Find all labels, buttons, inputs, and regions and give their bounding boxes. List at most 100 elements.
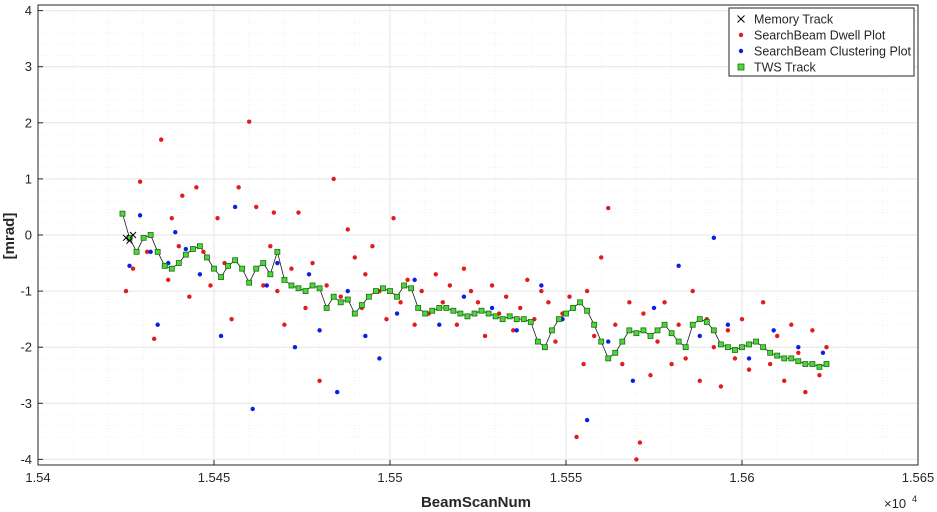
dwell-plot-point xyxy=(475,300,481,305)
y-tick-label: -1 xyxy=(20,284,32,299)
dwell-plot-point xyxy=(746,367,752,372)
tws-track-point xyxy=(239,265,246,272)
dwell-plot-point xyxy=(796,350,801,356)
tws-track-point xyxy=(760,344,767,351)
dwell-plot-point xyxy=(391,215,396,221)
dwell-plot-point xyxy=(627,300,632,305)
dwell-plot-point xyxy=(180,193,185,198)
dwell-plot-point xyxy=(169,215,174,221)
tws-track-point xyxy=(527,319,534,325)
clustering-plot-point xyxy=(345,288,350,294)
clustering-plot-point xyxy=(127,263,132,269)
tws-track-point xyxy=(612,349,619,356)
clustering-plot-point xyxy=(250,406,255,412)
dwell-plot-point xyxy=(803,389,808,395)
legend-item: TWS Track xyxy=(737,61,817,75)
legend-marker-tws xyxy=(737,63,745,71)
clustering-plot-point xyxy=(335,389,340,395)
memory-track-stroke xyxy=(129,231,137,239)
dwell-plot-point xyxy=(503,294,509,299)
dwell-plot-point xyxy=(599,255,604,260)
dwell-plot-point xyxy=(194,185,199,190)
tws-track-point xyxy=(436,305,443,311)
legend-label: SearchBeam Dwell Plot xyxy=(754,29,886,43)
tws-track-point xyxy=(316,285,323,292)
tws-track-point xyxy=(457,310,464,317)
y-tick-label: -2 xyxy=(20,340,32,355)
tws-track-point xyxy=(246,279,253,286)
legend-label: TWS Track xyxy=(754,61,817,75)
tws-track-point xyxy=(816,363,823,370)
clustering-plot-point xyxy=(489,305,495,311)
legend-item: Memory Track xyxy=(737,13,834,27)
x-axis-label: BeamScanNum xyxy=(421,494,531,511)
dwell-plot-point xyxy=(482,333,488,339)
tws-track-point xyxy=(767,349,774,356)
clustering-plot-point xyxy=(306,272,312,277)
dwell-plot-point xyxy=(254,204,259,210)
clustering-plot-point xyxy=(148,249,153,255)
tws-track-point xyxy=(492,313,499,320)
tws-track-point xyxy=(295,285,302,292)
tws-track-point xyxy=(563,310,569,317)
dwell-plot-point xyxy=(711,344,717,350)
dwell-plot-point xyxy=(591,333,597,339)
tws-track-point xyxy=(556,316,562,323)
tws-track-point xyxy=(204,254,210,261)
y-axis-ticks: -4 -3 -2 -1 0 1 2 3 4 xyxy=(20,3,43,467)
y-tick-label: 1 xyxy=(25,171,32,186)
tws-track-point xyxy=(675,338,682,345)
tws-track-point xyxy=(795,358,802,365)
dwell-plot-point xyxy=(419,288,424,294)
clustering-plot-point xyxy=(796,344,801,350)
dwell-plot-point xyxy=(810,328,815,333)
x-axis-multiplier-base: ×10 xyxy=(884,496,906,511)
tws-track-point xyxy=(520,316,527,323)
clustering-plot-point xyxy=(711,235,717,241)
dwell-plot-point xyxy=(303,305,308,311)
dwell-plot-point xyxy=(782,378,787,384)
clustering-plot-point xyxy=(155,322,160,327)
dwell-plot-point xyxy=(201,249,206,255)
dwell-plot-point xyxy=(613,322,618,327)
tws-track-point xyxy=(577,299,583,306)
tws-track-point xyxy=(626,327,633,334)
dwell-plot-point xyxy=(215,215,220,221)
tws-track-point xyxy=(689,321,696,328)
clustering-plot-point xyxy=(725,322,731,327)
tws-track-point xyxy=(499,316,506,323)
clustering-plot-point xyxy=(377,356,382,361)
clustering-plot-point xyxy=(137,213,143,218)
dwell-plot-point xyxy=(637,440,643,445)
y-tick-label: 4 xyxy=(25,3,32,18)
dwell-plot-point xyxy=(159,137,164,142)
memory-track-point xyxy=(129,231,137,239)
dwell-plot-point xyxy=(447,283,453,288)
plot-area xyxy=(119,119,830,462)
dwell-plot-point xyxy=(176,244,181,249)
memory-track-point xyxy=(126,237,133,244)
tws-track-point xyxy=(189,246,196,252)
tws-track-point xyxy=(182,251,189,258)
clustering-plot-point xyxy=(630,378,636,384)
y-tick-label: -4 xyxy=(20,452,32,467)
tws-track-point xyxy=(570,305,576,311)
dwell-plot-point xyxy=(584,288,590,294)
dwell-plot-point xyxy=(405,277,410,283)
dwell-plot-point xyxy=(317,378,322,384)
dwell-plot-point xyxy=(676,322,681,327)
tws-track-point xyxy=(281,276,288,283)
dwell-plot-point xyxy=(718,384,724,389)
tws-track-point xyxy=(682,344,689,351)
tws-track-point xyxy=(591,321,598,328)
dwell-plot-point xyxy=(539,288,544,294)
clustering-plot-point xyxy=(183,246,189,252)
dwell-plot-point xyxy=(384,316,389,322)
clustering-plot-point xyxy=(771,328,776,333)
dwell-plot-point xyxy=(468,288,474,294)
dwell-plot-point xyxy=(398,300,403,305)
legend-item: SearchBeam Dwell Plot xyxy=(738,29,886,43)
dwell-plot-point xyxy=(440,300,445,305)
dwell-plot-point xyxy=(739,316,745,322)
